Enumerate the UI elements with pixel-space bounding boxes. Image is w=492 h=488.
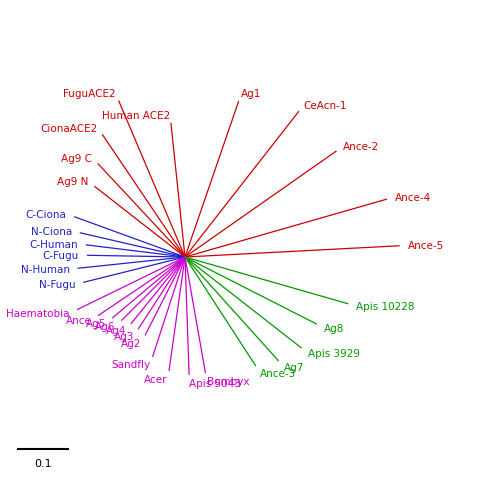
Text: Ag8: Ag8 [324, 323, 344, 333]
Text: C-Fugu: C-Fugu [43, 251, 79, 261]
Text: N-Fugu: N-Fugu [39, 280, 75, 290]
Text: CeAcn-1: CeAcn-1 [304, 101, 347, 111]
Text: Human ACE2: Human ACE2 [102, 111, 170, 121]
Text: Ance-4: Ance-4 [395, 193, 431, 203]
Text: Apis 5043: Apis 5043 [189, 378, 241, 388]
Text: CionaACE2: CionaACE2 [40, 123, 98, 133]
Text: N-Ciona: N-Ciona [31, 226, 72, 236]
Text: C-Human: C-Human [29, 239, 78, 249]
Text: FuguACE2: FuguACE2 [63, 89, 116, 99]
Text: Ag3: Ag3 [114, 331, 134, 341]
Text: Ance-5: Ance-5 [408, 241, 444, 251]
Text: Ag9 C: Ag9 C [61, 153, 92, 163]
Text: Ag6: Ag6 [95, 322, 116, 332]
Text: Ag2: Ag2 [121, 338, 141, 348]
Text: Ag7: Ag7 [284, 362, 305, 372]
Text: Ance: Ance [65, 316, 92, 325]
Text: Bombyx: Bombyx [207, 376, 249, 386]
Text: C-Ciona: C-Ciona [26, 209, 66, 220]
Text: Ag9 N: Ag9 N [57, 177, 88, 187]
Text: Apis 10228: Apis 10228 [356, 302, 415, 311]
Text: N-Human: N-Human [21, 264, 70, 275]
Text: Acer: Acer [144, 374, 168, 384]
Text: Ance-3: Ance-3 [260, 368, 296, 378]
Text: Apis 3929: Apis 3929 [308, 348, 360, 358]
Text: Sandfly: Sandfly [111, 360, 150, 370]
Text: Ance-2: Ance-2 [343, 142, 379, 152]
Text: Ag1: Ag1 [241, 89, 262, 99]
Text: Ag4: Ag4 [105, 325, 126, 335]
Text: 0.1: 0.1 [34, 458, 52, 468]
Text: Ag5: Ag5 [86, 319, 106, 328]
Text: Haematobia: Haematobia [6, 308, 70, 319]
